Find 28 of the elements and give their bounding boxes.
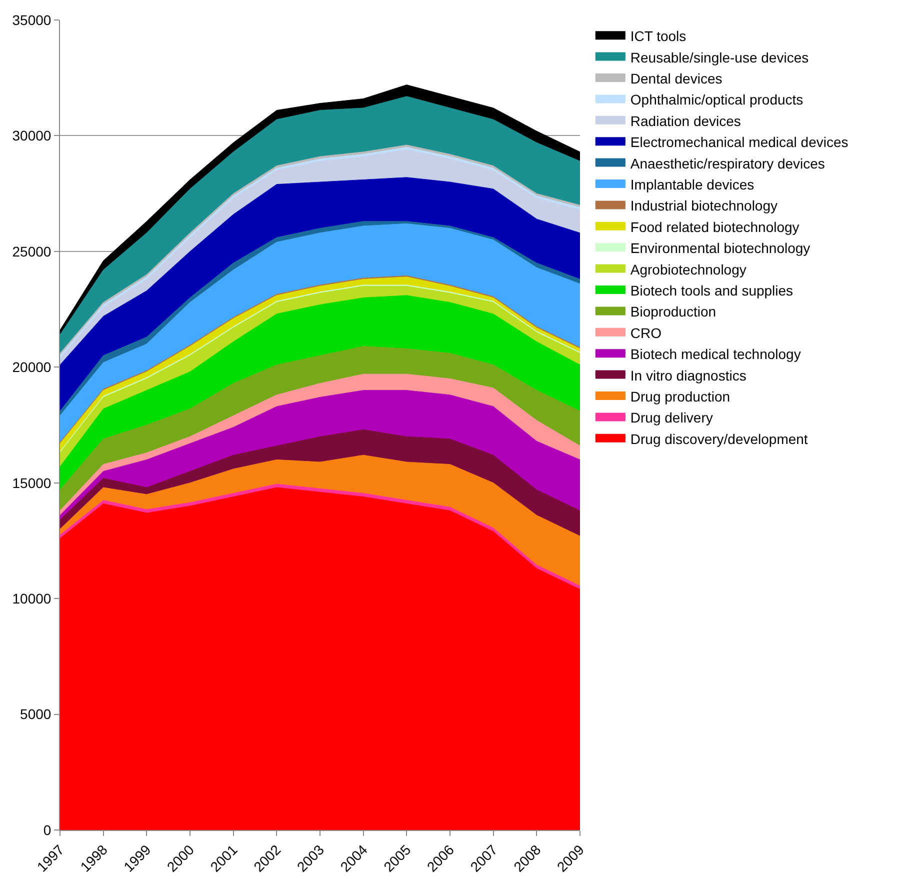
legend-label: CRO [630, 324, 662, 341]
y-tick-label: 35000 [12, 12, 52, 28]
y-tick-label: 10000 [12, 590, 52, 606]
legend-label: Agrobiotechnology [630, 261, 746, 278]
legend-label: Drug production [630, 388, 730, 404]
legend-label: Environmental biotechnology [630, 240, 810, 256]
legend-label: Electromechanical medical devices [630, 134, 848, 150]
legend-label: Anaesthetic/respiratory devices [630, 155, 825, 172]
y-tick-label: 20000 [12, 359, 52, 376]
y-tick-label: 5000 [20, 706, 52, 722]
legend-label: Dental devices [630, 70, 722, 86]
legend-label: Ophthalmic/optical products [630, 92, 804, 108]
legend-label: Industrial biotechnology [630, 198, 778, 214]
y-tick-label: 0 [43, 822, 52, 838]
y-tick-label: 15000 [12, 474, 52, 491]
y-tick-label: 30000 [12, 128, 52, 144]
legend-label: Implantable devices [630, 176, 754, 192]
legend-label: In vitro diagnostics [630, 367, 746, 384]
legend-label: ICT tools [630, 28, 686, 44]
legend-label: Biotech tools and supplies [630, 282, 794, 298]
legend-label: Bioproduction [630, 304, 716, 320]
legend-label: Drug delivery [630, 410, 713, 426]
legend-label: Drug discovery/development [630, 430, 808, 447]
legend-label: Reusable/single-use devices [630, 49, 809, 66]
legend-label: Radiation devices [630, 112, 741, 129]
legend-label: Biotech medical technology [630, 346, 801, 362]
y-tick-label: 25000 [12, 243, 52, 260]
legend-label: Food related biotechnology [630, 218, 800, 235]
